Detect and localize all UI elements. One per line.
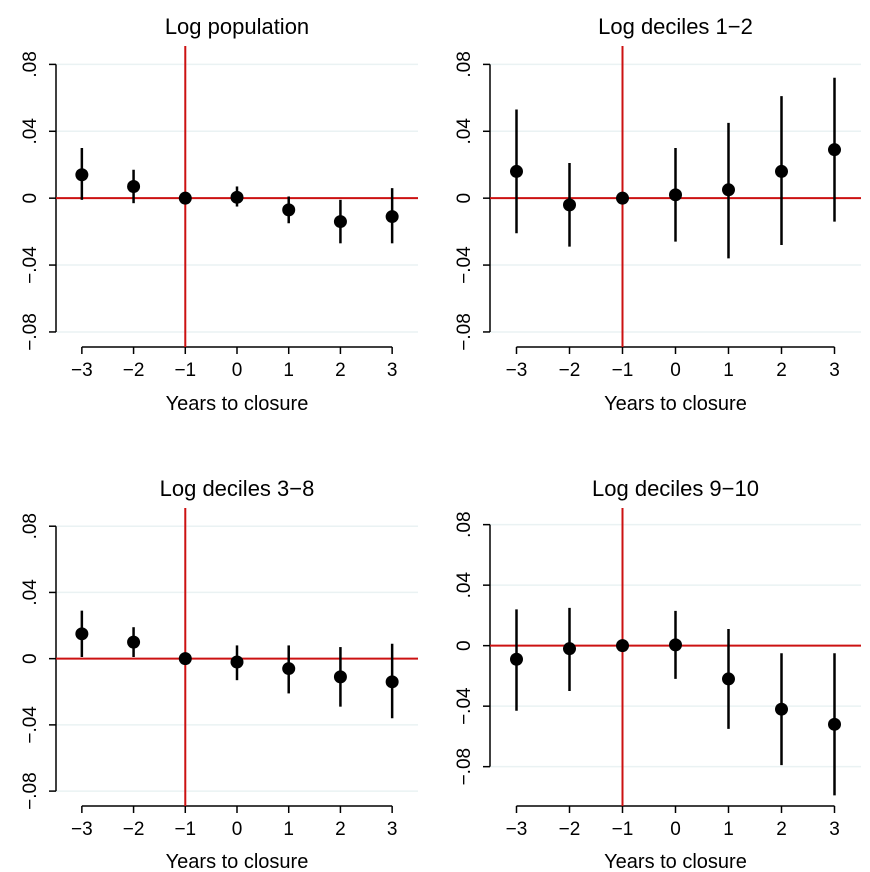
data-point (75, 168, 89, 182)
data-point (178, 191, 192, 205)
data-point (510, 652, 523, 666)
x-tick-label: 1 (283, 819, 294, 840)
y-tick-label: −.04 (20, 706, 41, 744)
panel-title: Log deciles 3−8 (160, 476, 315, 501)
x-tick-label: −1 (174, 819, 196, 840)
y-tick-label: .08 (454, 511, 475, 537)
y-tick-label: .08 (20, 51, 41, 77)
x-axis-label: Years to closure (166, 851, 309, 872)
data-point (230, 190, 244, 204)
y-tick-label: −.08 (454, 748, 475, 786)
data-point (616, 639, 629, 653)
data-point (828, 143, 841, 157)
panel-title: Log deciles 9−10 (592, 476, 759, 501)
data-point (75, 627, 89, 641)
data-point (127, 179, 141, 193)
x-tick-label: −1 (612, 819, 634, 840)
y-tick-label: 0 (20, 193, 41, 204)
x-tick-label: 0 (670, 819, 681, 840)
x-tick-label: 3 (387, 360, 398, 381)
x-tick-label: 1 (723, 819, 734, 840)
data-point (669, 188, 682, 202)
x-axis-label: Years to closure (166, 393, 309, 415)
x-axis-label: Years to closure (604, 393, 747, 415)
x-tick-label: −2 (559, 360, 581, 381)
y-tick-label: −.08 (20, 313, 41, 351)
x-tick-label: 0 (232, 819, 243, 840)
data-point (775, 702, 788, 716)
data-point (563, 198, 576, 212)
data-point (510, 164, 523, 178)
y-tick-label: −.04 (20, 246, 41, 284)
data-point (722, 183, 735, 197)
data-point (385, 210, 399, 224)
data-point (230, 655, 244, 669)
panel-4: Log deciles 9−10 .08 .04 0 −.04 −.08 −3 −2 −1 0 1 2… (454, 476, 861, 872)
x-tick-label: 3 (829, 360, 840, 381)
data-point (127, 635, 141, 649)
panel-2: Log deciles 1−2 .08 .04 0 −.04 −.08 −3 −2 −1 0 1 2 3… (454, 14, 861, 415)
y-tick-label: −.04 (454, 687, 475, 725)
data-point (563, 642, 576, 656)
data-point (669, 638, 682, 652)
y-tick-label: .04 (454, 572, 475, 599)
data-point (828, 717, 841, 731)
x-tick-label: −2 (559, 819, 581, 840)
x-tick-label: 0 (670, 360, 681, 381)
x-tick-label: 0 (232, 360, 243, 381)
data-point (616, 191, 629, 205)
x-tick-label: 1 (283, 360, 294, 381)
x-tick-label: −3 (506, 360, 528, 381)
x-tick-label: −2 (123, 360, 145, 381)
data-point (775, 164, 788, 178)
x-tick-label: 3 (387, 819, 398, 840)
y-tick-label: .04 (20, 118, 41, 145)
x-tick-label: 2 (776, 819, 787, 840)
x-tick-label: −3 (506, 819, 528, 840)
x-axis-label: Years to closure (604, 851, 747, 872)
data-point (385, 675, 399, 689)
x-tick-label: 2 (776, 360, 787, 381)
x-tick-label: −3 (71, 360, 93, 381)
x-tick-label: −3 (71, 819, 93, 840)
panel-3: Log deciles 3−8 .08 .04 0 −.04 −.08 −3 −2 −1 0 1 2 3… (20, 476, 418, 872)
data-point (282, 662, 296, 676)
y-tick-label: .04 (20, 579, 41, 606)
y-tick-label: .08 (20, 513, 41, 539)
x-tick-label: −1 (174, 360, 196, 381)
y-tick-label: 0 (20, 653, 41, 664)
y-tick-label: .04 (454, 118, 475, 145)
x-tick-label: 2 (335, 360, 346, 381)
panel-title: Log deciles 1−2 (598, 14, 753, 39)
data-point (722, 672, 735, 686)
y-tick-label: .08 (454, 51, 475, 77)
data-point (333, 670, 347, 684)
data-point (333, 215, 347, 229)
y-tick-label: 0 (454, 640, 475, 651)
x-tick-label: −1 (612, 360, 634, 381)
x-tick-label: 1 (723, 360, 734, 381)
y-tick-label: −.04 (454, 246, 475, 284)
y-tick-label: −.08 (20, 772, 41, 810)
panel-1: Log population .08 .04 0 −.04 −.08 −3 −2 −1 0 1 2 3 Y… (20, 14, 418, 415)
x-tick-label: 3 (829, 819, 840, 840)
y-tick-label: −.08 (454, 313, 475, 351)
x-tick-label: −2 (123, 819, 145, 840)
x-tick-label: 2 (335, 819, 346, 840)
y-tick-label: 0 (454, 193, 475, 204)
panel-title: Log population (165, 14, 309, 39)
data-point (178, 652, 192, 666)
data-point (282, 203, 296, 217)
